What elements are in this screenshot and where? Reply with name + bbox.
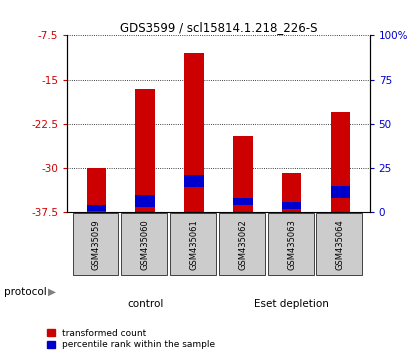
FancyBboxPatch shape <box>219 213 265 275</box>
Bar <box>87 168 106 212</box>
FancyBboxPatch shape <box>170 213 216 275</box>
FancyBboxPatch shape <box>268 213 313 275</box>
Text: Eset depletion: Eset depletion <box>254 299 329 309</box>
Text: GSM435064: GSM435064 <box>336 219 345 270</box>
Text: GSM435060: GSM435060 <box>141 219 150 270</box>
Text: GSM435063: GSM435063 <box>287 219 296 270</box>
Bar <box>87 205 106 211</box>
Bar <box>184 175 204 187</box>
Text: GSM435061: GSM435061 <box>189 219 199 270</box>
Text: GSM435062: GSM435062 <box>238 219 247 270</box>
Bar <box>233 136 252 212</box>
Bar <box>184 53 204 212</box>
FancyBboxPatch shape <box>121 213 167 275</box>
Title: GDS3599 / scl15814.1.218_226-S: GDS3599 / scl15814.1.218_226-S <box>120 21 317 34</box>
Bar <box>136 195 155 206</box>
Text: protocol: protocol <box>4 287 47 297</box>
FancyBboxPatch shape <box>73 213 118 275</box>
Bar <box>331 112 350 212</box>
Text: GSM435059: GSM435059 <box>92 219 101 270</box>
Bar <box>233 198 252 205</box>
Bar <box>136 88 155 212</box>
Legend: transformed count, percentile rank within the sample: transformed count, percentile rank withi… <box>47 329 215 349</box>
FancyBboxPatch shape <box>316 213 362 275</box>
Text: control: control <box>127 299 163 309</box>
Bar <box>331 186 350 198</box>
Text: ▶: ▶ <box>48 287 56 297</box>
Bar <box>282 202 301 210</box>
Bar <box>282 173 301 212</box>
